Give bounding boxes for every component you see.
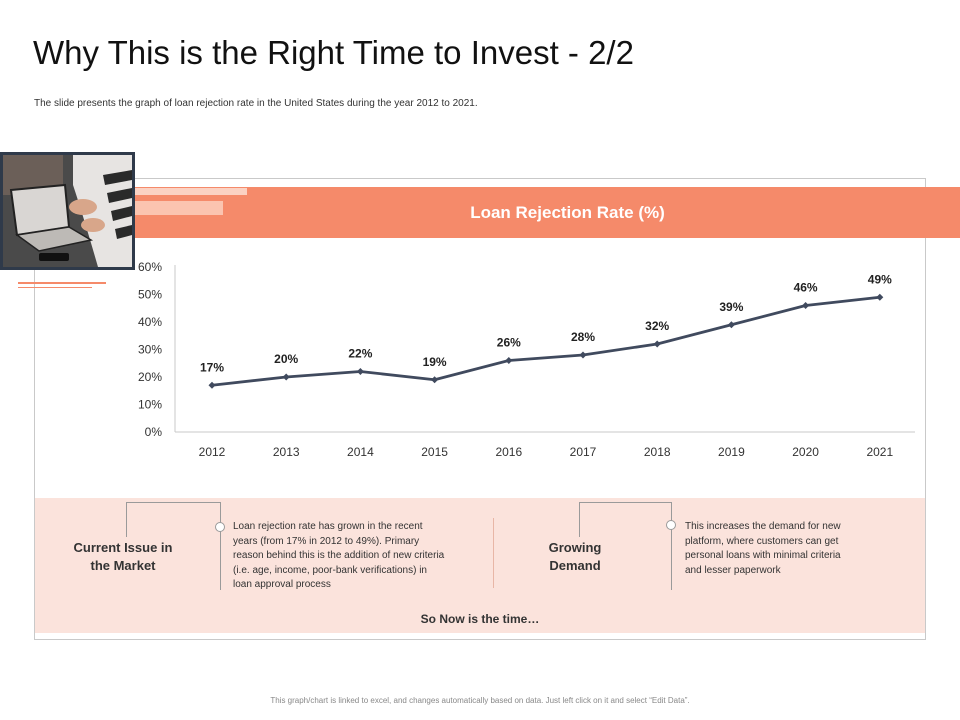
decorative-bar	[135, 201, 223, 215]
data-label: 17%	[200, 360, 224, 374]
x-tick-label: 2018	[644, 445, 671, 459]
data-label: 39%	[719, 300, 743, 314]
connector-line	[671, 502, 672, 590]
page-title: Why This is the Right Time to Invest - 2…	[33, 34, 634, 71]
data-label: 22%	[348, 347, 372, 361]
content-frame	[34, 178, 926, 640]
y-tick-label: 10%	[138, 398, 162, 412]
data-label: 28%	[571, 330, 595, 344]
connector-bracket	[126, 502, 221, 537]
x-tick-label: 2021	[866, 445, 893, 459]
insight-panel	[35, 498, 925, 633]
y-tick-label: 30%	[138, 343, 162, 357]
y-tick-label: 40%	[138, 315, 162, 329]
y-tick-label: 20%	[138, 370, 162, 384]
page-subtitle: The slide presents the graph of loan rej…	[34, 98, 478, 109]
footer-note: This graph/chart is linked to excel, and…	[270, 696, 690, 705]
decorative-line	[18, 287, 92, 288]
data-label: 32%	[645, 319, 669, 333]
data-point	[431, 376, 439, 384]
bullet-circle-icon	[215, 522, 225, 532]
decorative-bar	[135, 188, 247, 195]
data-point	[505, 357, 513, 364]
x-tick-label: 2017	[570, 445, 597, 459]
x-tick-label: 2013	[273, 445, 300, 459]
data-point	[802, 302, 810, 309]
data-point	[653, 340, 661, 348]
data-label: 26%	[497, 336, 521, 350]
data-point	[282, 373, 290, 381]
data-point	[208, 381, 216, 389]
data-point	[876, 293, 884, 301]
chart-title-banner	[135, 187, 960, 238]
y-tick-label: 60%	[138, 260, 162, 274]
y-tick-label: 50%	[138, 288, 162, 302]
data-point	[356, 368, 364, 375]
x-tick-label: 2016	[495, 445, 522, 459]
chart-title: Loan Rejection Rate (%)	[470, 203, 665, 222]
laptop-photo	[0, 152, 135, 270]
demand-text: This increases the demand for new platfo…	[685, 521, 841, 576]
x-tick-label: 2014	[347, 445, 374, 459]
connector-bracket	[579, 502, 672, 537]
decorative-line	[18, 282, 106, 284]
data-label: 19%	[423, 355, 447, 369]
panel-divider	[493, 518, 494, 588]
data-label: 46%	[794, 281, 818, 295]
x-tick-label: 2020	[792, 445, 819, 459]
y-tick-label: 0%	[145, 425, 163, 439]
issue-title: Current Issue in the Market	[73, 540, 173, 573]
demand-title: Growing Demand	[548, 540, 602, 573]
laptop-image-icon	[3, 155, 132, 267]
x-tick-label: 2015	[421, 445, 448, 459]
data-point	[579, 351, 587, 359]
connector-line	[220, 502, 221, 590]
x-tick-label: 2019	[718, 445, 745, 459]
data-label: 49%	[868, 272, 892, 286]
data-point	[727, 321, 735, 329]
series-line	[211, 295, 880, 387]
data-label: 20%	[274, 352, 298, 366]
x-tick-label: 2012	[199, 445, 226, 459]
bullet-circle-icon	[666, 520, 676, 530]
conclusion-text: So Now is the time…	[420, 612, 540, 626]
issue-text: Loan rejection rate has grown in the rec…	[233, 521, 445, 590]
